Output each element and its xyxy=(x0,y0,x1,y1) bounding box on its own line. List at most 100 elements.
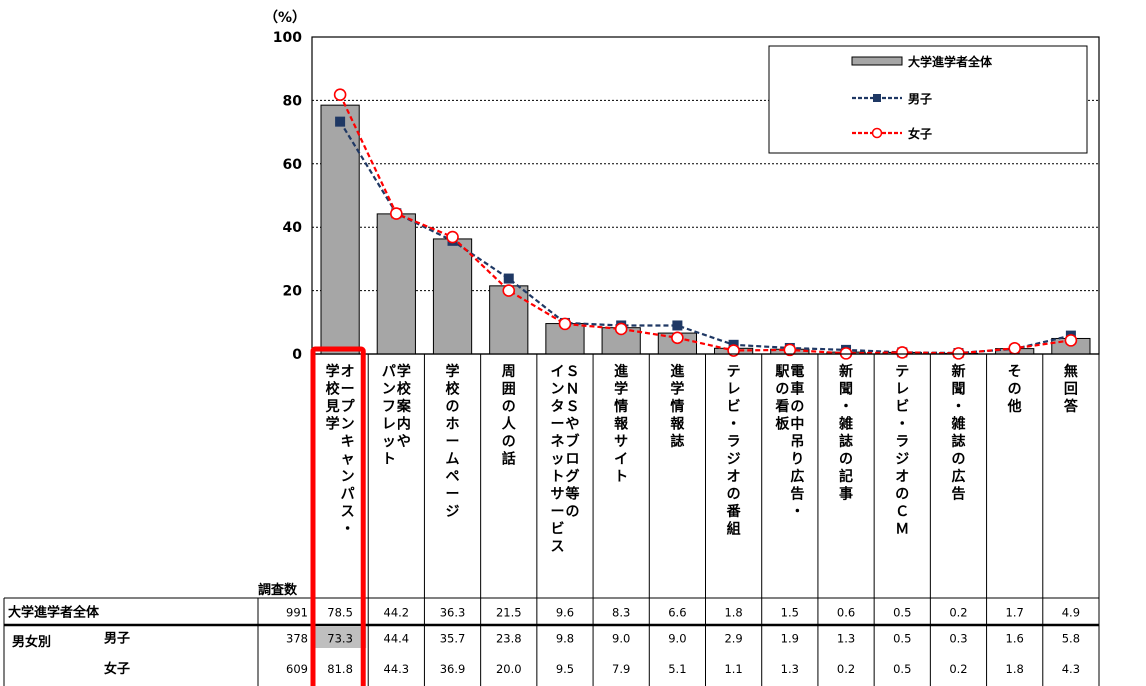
category-label-char: ー xyxy=(550,417,564,433)
category-label-char: ・ xyxy=(727,417,741,433)
category-label-char: ジ xyxy=(895,452,909,468)
female-line xyxy=(339,94,1072,355)
category-label-char: 板 xyxy=(775,416,790,433)
category-label-char: サ xyxy=(614,434,628,450)
category-label-char: の xyxy=(502,434,516,450)
table-cell: 4.3 xyxy=(1062,662,1080,676)
category-label-char: 吊 xyxy=(790,434,804,450)
category-label-char: 番 xyxy=(726,503,742,520)
category-label-char: 組 xyxy=(727,521,741,538)
table-cell: 9.0 xyxy=(668,632,686,646)
category-label-char: の xyxy=(775,382,789,398)
category-label-char: ・ xyxy=(895,417,909,433)
category-label-char: 内 xyxy=(397,416,411,433)
y-unit-label: （%） xyxy=(264,10,306,26)
female-marker xyxy=(502,284,516,297)
category-label-char: ・ xyxy=(951,399,965,415)
category-label-char: 無 xyxy=(1064,363,1078,380)
female-marker xyxy=(558,317,572,331)
bar xyxy=(320,104,360,355)
category-label-char: 誌 xyxy=(839,433,853,450)
category-label-char: や xyxy=(397,434,411,450)
category-label-char: 記 xyxy=(839,468,853,485)
category-label-char: 学 xyxy=(397,363,411,380)
table-cell: 5.1 xyxy=(668,662,686,676)
female-marker xyxy=(727,344,740,357)
category-label-char: 校 xyxy=(326,381,341,398)
group-label: 男女別 xyxy=(12,634,51,650)
category-label-char: ー xyxy=(550,504,564,520)
table-cell: 1.3 xyxy=(837,632,855,646)
table-cell: 1.7 xyxy=(1006,606,1024,620)
category-label-char: ー xyxy=(446,487,460,503)
y-tick-label: 80 xyxy=(283,93,303,109)
female-marker xyxy=(390,207,403,220)
female-marker xyxy=(671,331,684,345)
category-label-char: ロ xyxy=(565,452,579,468)
table-cell: 9.5 xyxy=(556,662,574,676)
table-cell: 21.5 xyxy=(496,606,522,620)
category-label-char: 雑 xyxy=(950,416,965,433)
female-marker xyxy=(952,347,965,360)
table-cell: 44.4 xyxy=(384,632,410,646)
category-label-char: 案 xyxy=(396,398,412,415)
category-label-char: ス xyxy=(550,539,564,555)
category-label-char: 聞 xyxy=(839,382,853,398)
category-label-char: 囲 xyxy=(502,382,516,398)
category-label-char: 中 xyxy=(790,416,804,433)
category-label-char: パ xyxy=(341,487,355,503)
table-cell: 20.0 xyxy=(496,662,522,676)
category-label-char: ト xyxy=(382,452,396,468)
row-label: 大学進学者全体 xyxy=(8,605,100,621)
y-tick-label: 0 xyxy=(292,347,302,363)
legend-label-female: 女子 xyxy=(908,126,932,141)
table-cell: 0.3 xyxy=(949,632,967,646)
category-label-char: 広 xyxy=(790,468,804,485)
female-marker xyxy=(1008,341,1021,355)
category-label-char: ト xyxy=(550,469,564,485)
category-label-char: ネ xyxy=(550,434,564,450)
category-label-char: や xyxy=(565,417,579,433)
n-column-header: 調査数 xyxy=(258,582,298,598)
category-label-char: り xyxy=(790,452,804,468)
category-label-char: レ xyxy=(382,417,396,433)
category-label-char: 進 xyxy=(670,364,684,380)
category-label-char: パ xyxy=(382,364,396,380)
category-label-char: 新 xyxy=(951,363,965,380)
category-label-char: ジ xyxy=(727,452,741,468)
legend-label-all: 大学進学者全体 xyxy=(908,54,993,69)
y-axis: （%） 0 20 40 60 80 100 xyxy=(264,10,306,363)
y-tick-label: 40 xyxy=(283,220,303,236)
category-label-char: ・ xyxy=(839,399,853,415)
table-cell: 0.2 xyxy=(949,606,967,620)
category-label-char: ・ xyxy=(790,504,804,520)
female-marker xyxy=(614,322,628,336)
category-label-char: オ xyxy=(895,469,909,485)
row-label: 男子 xyxy=(104,632,130,647)
table-cell: 0.5 xyxy=(893,632,911,646)
table-cell: 1.8 xyxy=(1006,662,1024,676)
category-label-char: の xyxy=(1008,382,1022,398)
bar xyxy=(432,238,473,355)
legend-box xyxy=(768,45,1088,154)
category-label-char: ム xyxy=(446,452,460,468)
male-marker xyxy=(503,273,514,284)
category-label-char: オ xyxy=(341,364,355,380)
table-cell: 9.0 xyxy=(612,632,630,646)
category-label-char: イ xyxy=(614,452,628,468)
category-label-char: ブ xyxy=(565,433,579,450)
bar-series xyxy=(320,104,1091,355)
category-label-char: キ xyxy=(341,434,355,450)
male-marker xyxy=(335,116,346,127)
category-label-char: テ xyxy=(727,364,741,380)
category-labels: オープンキャンパス・学校見学学校案内やパンフレット学校のホームページ周囲の人の話… xyxy=(311,353,1100,686)
category-label-char: ペ xyxy=(446,469,460,485)
category-label-char: 事 xyxy=(839,486,853,503)
table-cell: 1.8 xyxy=(724,606,742,620)
category-label-char: 情 xyxy=(614,398,628,415)
category-label-char: 告 xyxy=(790,486,804,503)
category-label-char: レ xyxy=(895,382,909,398)
category-label-char: イ xyxy=(550,364,564,380)
category-label-char: 校 xyxy=(397,381,412,398)
